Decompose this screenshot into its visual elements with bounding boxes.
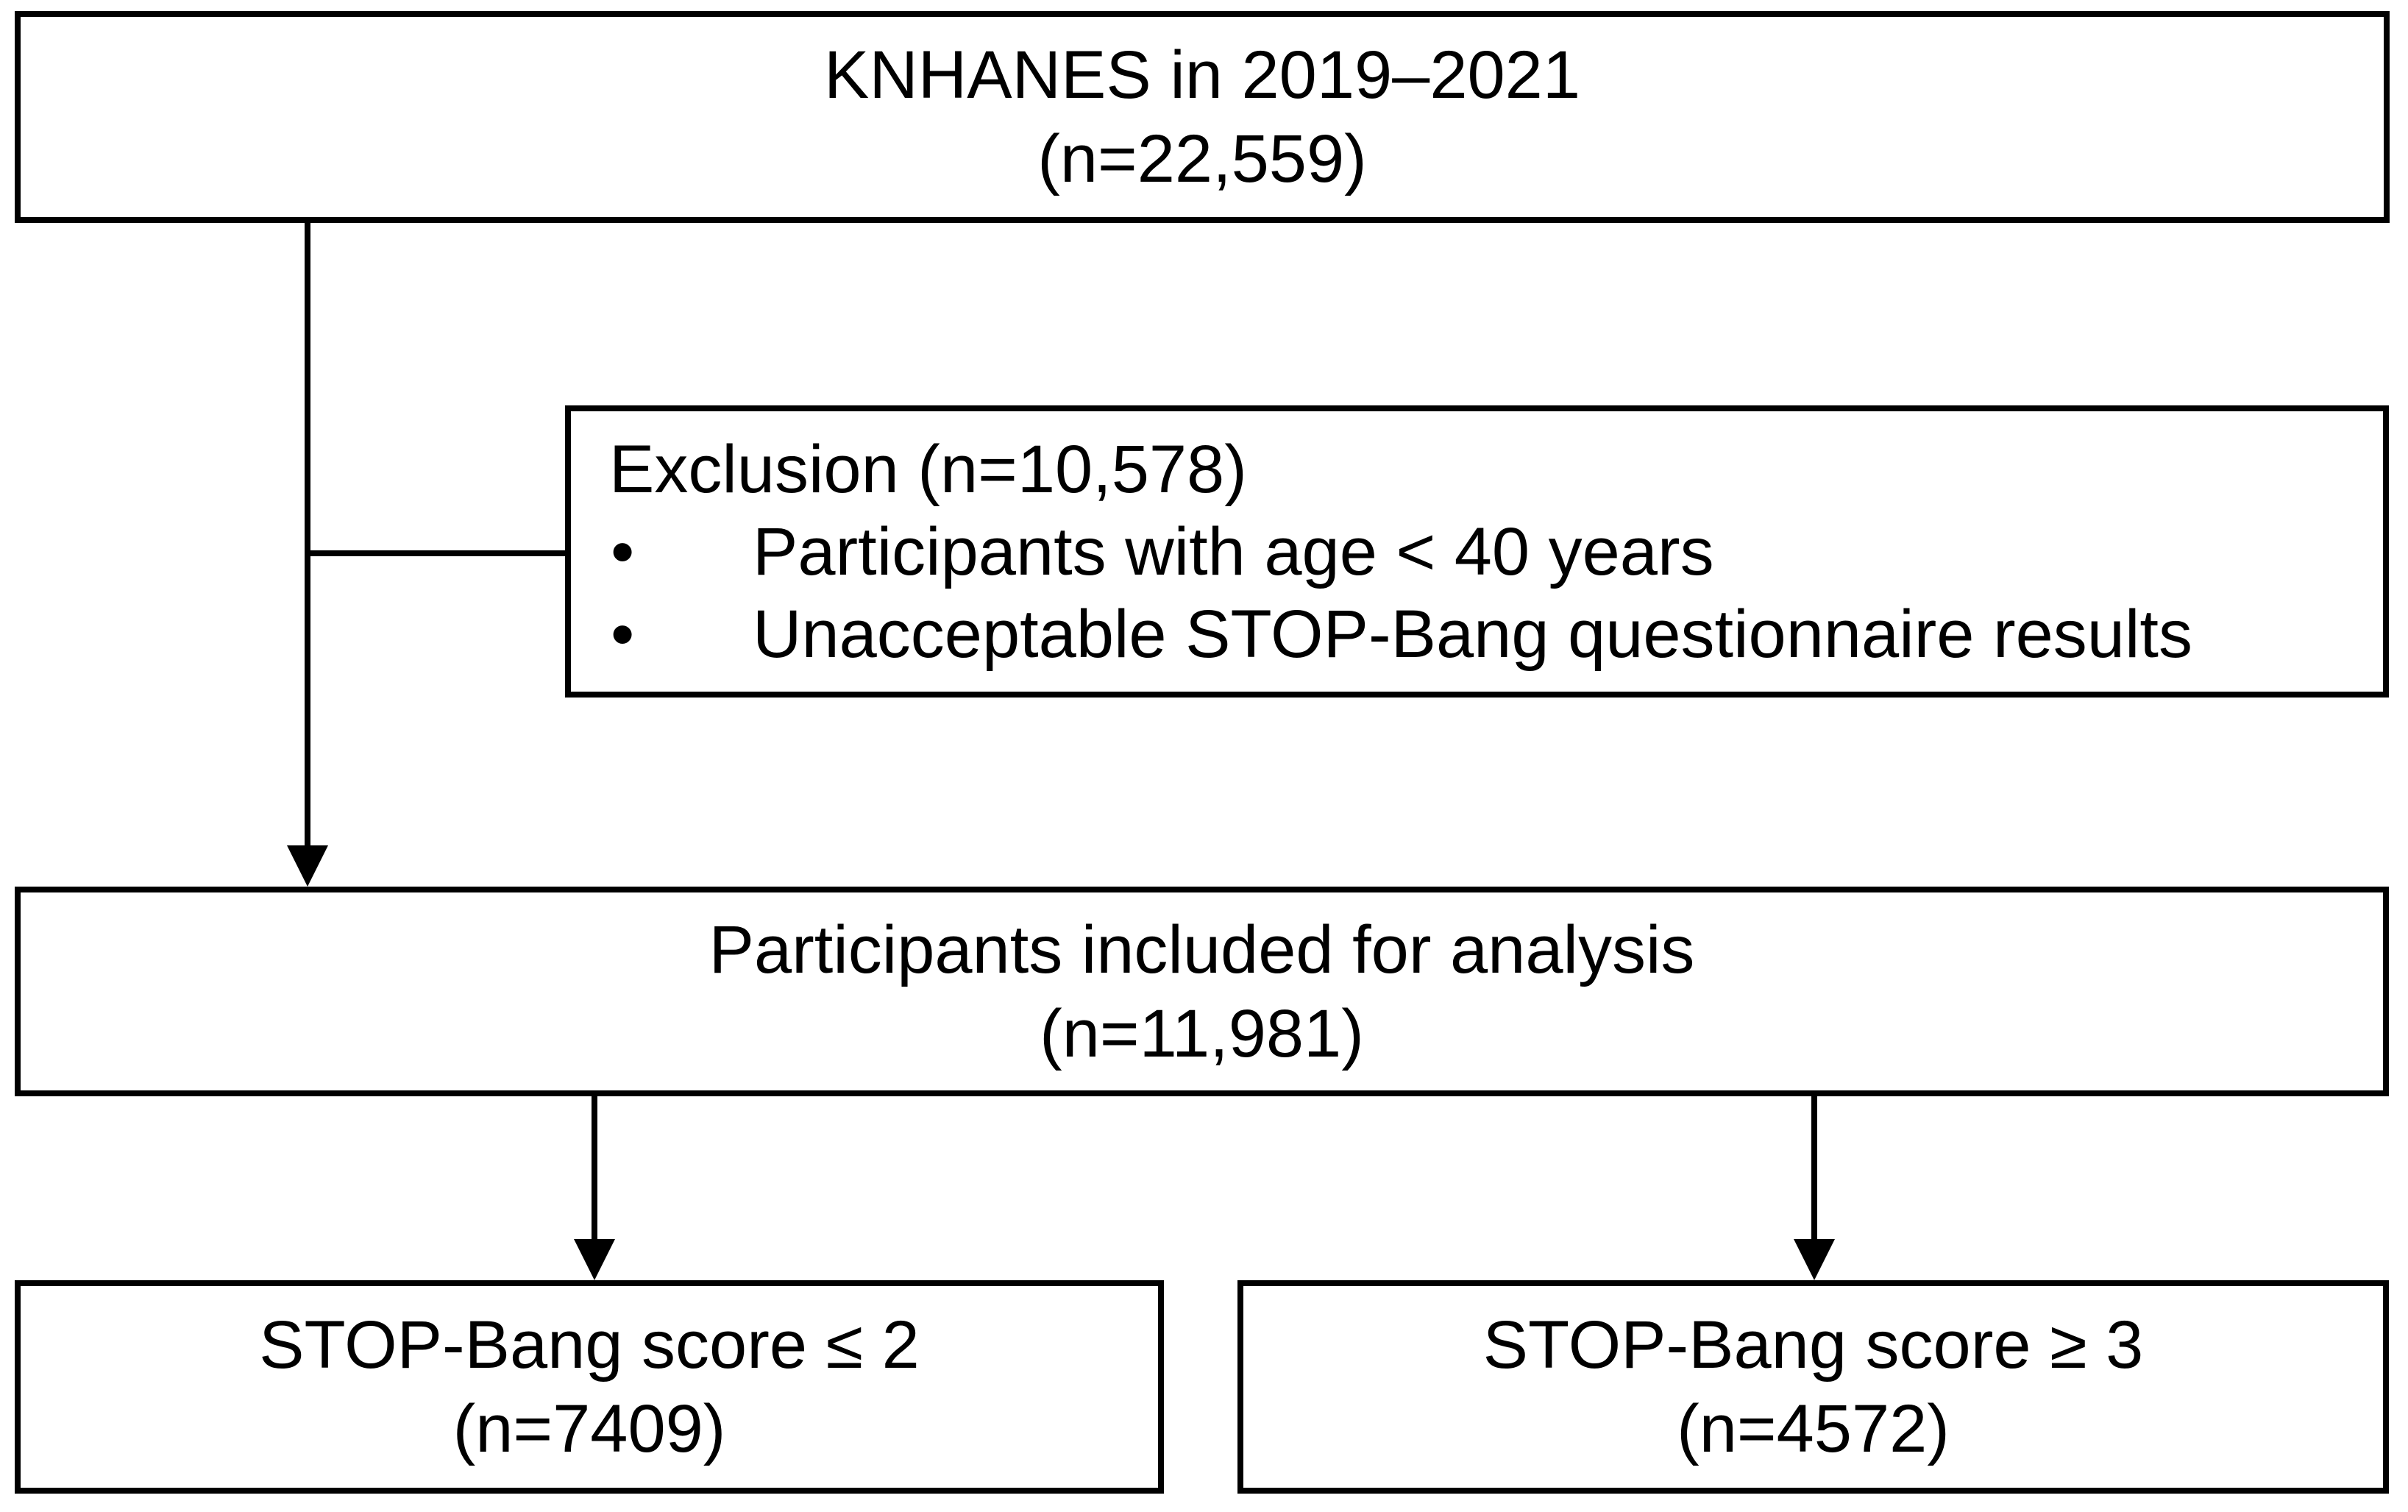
exclusion-bullet-item: • Unacceptable STOP-Bang questionnaire r… xyxy=(571,593,2383,675)
knhanes-n: (n=22,559) xyxy=(1037,121,1367,196)
arrowhead-to-low-score xyxy=(574,1239,615,1280)
connector-exclusion-branch xyxy=(308,550,565,556)
knhanes-box: KNHANES in 2019–2021 (n=22,559) xyxy=(15,11,2390,223)
low-score-box: STOP-Bang score ≤ 2 (n=7409) xyxy=(15,1280,1164,1494)
connector-to-low-score xyxy=(592,1096,597,1241)
low-score-n: (n=7409) xyxy=(452,1391,726,1466)
high-score-box: STOP-Bang score ≥ 3 (n=4572) xyxy=(1237,1280,2389,1494)
included-box: Participants included for analysis (n=11… xyxy=(15,887,2389,1096)
connector-main-vertical xyxy=(305,223,310,848)
arrowhead-to-high-score xyxy=(1794,1239,1835,1280)
knhanes-title: KNHANES in 2019–2021 xyxy=(824,38,1580,113)
included-title: Participants included for analysis xyxy=(708,912,1695,987)
exclusion-bullet-item: • Participants with age < 40 years xyxy=(571,511,2383,593)
connector-to-high-score xyxy=(1811,1096,1817,1241)
high-score-title: STOP-Bang score ≥ 3 xyxy=(1482,1307,2144,1383)
exclusion-bullet-text: Unacceptable STOP-Bang questionnaire res… xyxy=(753,596,2192,672)
exclusion-box: Exclusion (n=10,578) • Participants with… xyxy=(565,405,2389,698)
arrowhead-to-included xyxy=(287,845,328,887)
bullet-icon: • xyxy=(611,514,635,589)
high-score-n: (n=4572) xyxy=(1677,1391,1950,1466)
exclusion-bullet-text: Participants with age < 40 years xyxy=(753,514,1714,589)
included-n: (n=11,981) xyxy=(1040,995,1364,1071)
bullet-icon: • xyxy=(611,596,635,672)
exclusion-title: Exclusion (n=10,578) xyxy=(609,431,1247,507)
low-score-title: STOP-Bang score ≤ 2 xyxy=(259,1307,920,1383)
